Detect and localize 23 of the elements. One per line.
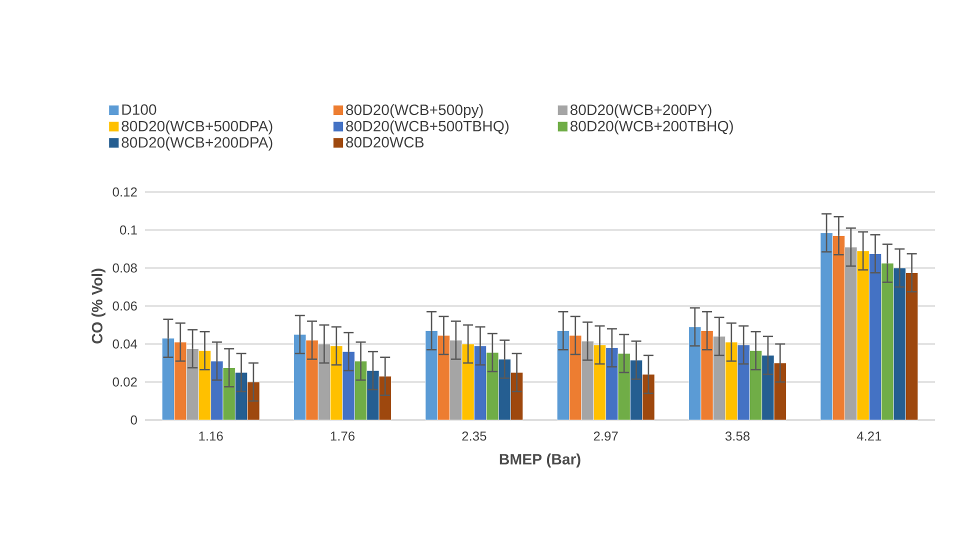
x-tick-label: 2.97 — [594, 432, 618, 441]
x-tick-label: 1.76 — [330, 432, 355, 441]
x-axis-title: BMEP (Bar) — [500, 454, 580, 468]
legend-label: 80D20WCB — [346, 136, 424, 148]
legend-label: 80D20(WCB+500DPA) — [122, 120, 272, 134]
y-tick-label: 0.04 — [112, 339, 138, 349]
legend-label: 80D20(WCB+500py) — [346, 104, 483, 118]
legend-label: 80D20(WCB+200TBHQ) — [570, 120, 733, 134]
y-tick-label: 0.06 — [112, 301, 137, 311]
x-tick-label: 1.16 — [199, 432, 223, 441]
legend-label: 80D20(WCB+200DPA) — [122, 136, 272, 151]
y-tick-label: 0.02 — [112, 377, 137, 387]
x-tick-label: 4.21 — [856, 432, 882, 441]
legend-label: 80D20(WCB+500TBHQ) — [346, 120, 509, 134]
y-tick-label: 0.08 — [112, 263, 137, 273]
x-tick-label: 3.58 — [725, 432, 750, 441]
y-tick-label: 0 — [130, 415, 137, 425]
legend-label: 80D20(WCB+200PY) — [570, 104, 712, 118]
y-tick-label: 0.12 — [112, 187, 137, 197]
y-axis-title: CO (% Vol) — [92, 268, 106, 344]
legend-label: D100 — [122, 104, 156, 115]
y-tick-label: 0.1 — [120, 225, 137, 235]
x-tick-label: 2.35 — [462, 432, 486, 441]
